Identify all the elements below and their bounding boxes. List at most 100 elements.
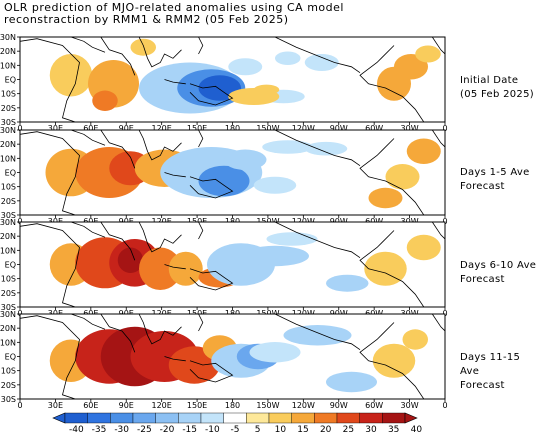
colorbar: -40 -35 -30 -25 -20 -15 -10 -5 5 10 15 20 25 30 35 40 xyxy=(52,412,422,432)
coastline xyxy=(359,45,425,122)
coastline xyxy=(274,37,361,74)
lon-tick-label: 90W xyxy=(330,124,348,133)
lon-tick-label: 120W xyxy=(292,124,315,133)
coastline xyxy=(189,268,234,291)
lon-tick-label: 150E xyxy=(187,401,207,410)
lat-tick-label: 30N xyxy=(0,126,16,135)
coastline xyxy=(274,222,361,259)
colorbar-swatch xyxy=(336,412,360,424)
anomaly-region xyxy=(372,343,416,378)
lon-tick-label: 30E xyxy=(48,401,63,410)
coastline xyxy=(274,314,361,351)
lon-tick-label: 150E xyxy=(187,124,207,133)
title-line-2: reconstraction by RMM1 & RMM2 (05 Feb 20… xyxy=(4,13,289,26)
coastline xyxy=(20,315,80,399)
lat-tick-label: 20S xyxy=(1,381,16,390)
anomaly-region xyxy=(224,149,267,170)
lon-tick-label: 0 xyxy=(17,401,22,410)
lat-tick-label: 20N xyxy=(0,324,16,333)
colorbar-label: -25 xyxy=(137,425,152,432)
anomaly-region xyxy=(385,164,420,190)
lat-tick-label: 30N xyxy=(0,33,16,42)
colorbar-label: -5 xyxy=(231,425,240,432)
coastline xyxy=(359,138,425,215)
lon-tick-label: 150W xyxy=(256,124,279,133)
coastline xyxy=(70,222,106,238)
anomaly-region xyxy=(139,247,182,290)
colorbar-swatch xyxy=(64,412,88,424)
coastline xyxy=(138,37,182,68)
colorbar-swatch xyxy=(359,412,383,424)
colorbar-label: -20 xyxy=(160,425,175,432)
lat-tick-label: 30S xyxy=(1,118,16,127)
colorbar-min-arrow xyxy=(52,412,66,424)
lat-tick-label: EQ xyxy=(5,261,16,270)
coastline xyxy=(431,37,445,55)
title-line-1: OLR prediction of MJO-related anomalies … xyxy=(4,1,344,14)
anomaly-region xyxy=(262,140,314,154)
anomaly-region xyxy=(415,45,441,63)
coastline xyxy=(20,38,80,122)
lat-tick-label: 30S xyxy=(1,211,16,220)
lat-tick-label: 10S xyxy=(1,275,16,284)
coastline xyxy=(431,130,445,148)
coastline xyxy=(164,356,186,362)
lon-tick-label: 0 xyxy=(17,124,22,133)
colorbar-swatch xyxy=(246,412,270,424)
lat-tick-label: EQ xyxy=(5,353,16,362)
lat-tick-label: 30N xyxy=(0,218,16,227)
anomaly-region xyxy=(326,274,369,292)
anomaly-region xyxy=(283,325,352,346)
anomaly-region xyxy=(249,342,301,363)
lat-tick-label: EQ xyxy=(5,169,16,178)
colorbar-swatch xyxy=(110,412,134,424)
coastline xyxy=(198,314,204,332)
coastline xyxy=(70,130,106,146)
lon-tick-label: 60W xyxy=(365,401,383,410)
lat-tick-label: 20N xyxy=(0,140,16,149)
anomaly-region xyxy=(402,329,428,350)
lon-tick-label: 180 xyxy=(225,401,240,410)
anomaly-region xyxy=(364,251,407,286)
anomaly-region xyxy=(406,234,441,261)
anomaly-region xyxy=(368,187,403,209)
lat-tick-label: 20N xyxy=(0,47,16,56)
colorbar-swatch xyxy=(268,412,292,424)
coastline xyxy=(100,37,136,76)
coastline xyxy=(70,314,106,330)
anomaly-region xyxy=(117,247,144,273)
lat-tick-label: 20S xyxy=(1,104,16,113)
coastline xyxy=(431,314,445,332)
lon-tick-label: 30W xyxy=(401,401,419,410)
colorbar-swatch xyxy=(382,412,406,424)
lat-tick-label: 10N xyxy=(0,154,16,163)
lon-tick-label: 30E xyxy=(48,124,63,133)
coastline xyxy=(164,264,186,270)
anomaly-region xyxy=(266,232,318,246)
colorbar-swatch xyxy=(87,412,111,424)
colorbar-label: -30 xyxy=(114,425,129,432)
lon-tick-label: 120E xyxy=(152,124,172,133)
coastline xyxy=(359,230,425,307)
coastline xyxy=(138,130,182,161)
lat-tick-label: 30S xyxy=(1,395,16,404)
lat-tick-label: 10N xyxy=(0,338,16,347)
lon-tick-label: 150W xyxy=(256,401,279,410)
panel-label-days-1-5: Days 1-5 Ave Forecast xyxy=(460,167,530,192)
coastline xyxy=(100,130,136,169)
lon-tick-label: 60E xyxy=(83,401,98,410)
lon-tick-label: 0 xyxy=(442,124,447,133)
anomaly-region xyxy=(406,138,441,164)
lon-tick-label: 90E xyxy=(119,124,134,133)
coastline xyxy=(100,222,136,261)
panel-label-days-11-15: Days 11-15 Ave Forecast xyxy=(460,352,521,391)
lat-tick-label: 10N xyxy=(0,61,16,70)
anomaly-region xyxy=(394,54,428,80)
colorbar-swatch xyxy=(155,412,179,424)
lat-tick-label: 30N xyxy=(0,310,16,319)
lon-tick-label: 90E xyxy=(119,401,134,410)
anomaly-region xyxy=(304,54,339,71)
lat-tick-label: 10S xyxy=(1,183,16,192)
coastline xyxy=(20,223,80,307)
